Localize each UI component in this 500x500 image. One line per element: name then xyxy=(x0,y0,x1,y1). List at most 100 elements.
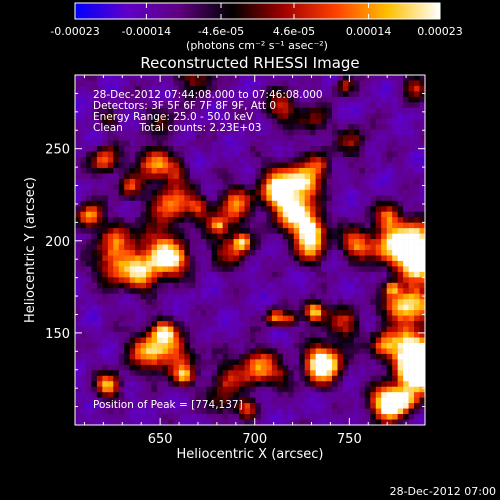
heatmap-pixel xyxy=(124,397,130,404)
heatmap-pixel xyxy=(173,403,180,409)
heatmap-pixel xyxy=(173,200,180,207)
heatmap-pixel xyxy=(397,96,404,103)
heatmap-pixel xyxy=(364,408,371,415)
heatmap-pixel xyxy=(332,102,338,109)
heatmap-pixel xyxy=(271,299,278,305)
heatmap-pixel xyxy=(403,217,409,223)
heatmap-pixel xyxy=(80,140,87,147)
heatmap-pixel xyxy=(282,200,289,207)
heatmap-pixel xyxy=(200,217,207,223)
heatmap-pixel xyxy=(419,419,425,425)
heatmap-pixel xyxy=(293,321,300,327)
heatmap-pixel xyxy=(364,151,371,158)
heatmap-pixel xyxy=(173,271,180,278)
heatmap-pixel xyxy=(200,200,207,207)
heatmap-pixel xyxy=(381,102,388,109)
heatmap-pixel xyxy=(397,244,404,251)
heatmap-pixel xyxy=(266,288,273,295)
heatmap-pixel xyxy=(353,250,360,256)
heatmap-pixel xyxy=(102,173,109,180)
heatmap-pixel xyxy=(195,386,202,393)
heatmap-pixel xyxy=(271,102,278,109)
heatmap-pixel xyxy=(326,200,333,207)
heatmap-pixel xyxy=(250,178,256,185)
heatmap-pixel xyxy=(332,206,338,213)
heatmap-pixel xyxy=(233,381,240,388)
heatmap-pixel xyxy=(151,282,158,289)
heatmap-pixel xyxy=(359,80,366,87)
heatmap-pixel xyxy=(107,288,114,295)
heatmap-pixel xyxy=(326,419,333,425)
heatmap-pixel xyxy=(178,107,185,114)
heatmap-pixel xyxy=(266,91,273,98)
heatmap-pixel xyxy=(217,332,223,338)
heatmap-pixel xyxy=(233,189,240,196)
heatmap-pixel xyxy=(124,386,130,393)
heatmap-pixel xyxy=(151,375,158,382)
heatmap-pixel xyxy=(266,255,273,262)
heatmap-pixel xyxy=(75,189,81,196)
heatmap-pixel xyxy=(326,310,333,316)
heatmap-pixel xyxy=(414,315,420,322)
heatmap-pixel xyxy=(397,375,404,382)
heatmap-pixel xyxy=(173,233,180,240)
heatmap-pixel xyxy=(271,392,278,398)
heatmap-pixel xyxy=(222,80,229,87)
heatmap-pixel xyxy=(135,342,141,349)
heatmap-pixel xyxy=(162,140,169,147)
heatmap-pixel xyxy=(96,222,103,229)
heatmap-pixel xyxy=(250,304,256,311)
heatmap-pixel xyxy=(118,80,125,87)
heatmap-pixel xyxy=(392,348,398,355)
heatmap-pixel xyxy=(85,200,92,207)
heatmap-pixel xyxy=(167,375,174,382)
heatmap-pixel xyxy=(91,375,98,382)
heatmap-pixel xyxy=(419,255,425,262)
heatmap-pixel xyxy=(250,370,256,377)
heatmap-pixel xyxy=(348,85,355,92)
heatmap-pixel xyxy=(326,315,333,322)
heatmap-pixel xyxy=(211,129,218,136)
heatmap-pixel xyxy=(370,107,377,114)
heatmap-pixel xyxy=(107,239,114,245)
heatmap-pixel xyxy=(310,200,316,207)
heatmap-pixel xyxy=(113,91,120,98)
heatmap-pixel xyxy=(222,195,229,202)
heatmap-pixel xyxy=(342,233,349,240)
heatmap-pixel xyxy=(124,414,130,420)
heatmap-pixel xyxy=(293,375,300,382)
heatmap-pixel xyxy=(353,85,360,92)
x-axis-ticks: 650 700 750 xyxy=(83,75,426,447)
heatmap-pixel xyxy=(222,178,229,185)
heatmap-pixel xyxy=(195,310,202,316)
heatmap-pixel xyxy=(206,359,213,366)
heatmap-pixel xyxy=(85,332,92,338)
heatmap-pixel xyxy=(255,217,262,223)
heatmap-pixel xyxy=(80,135,87,141)
heatmap-pixel xyxy=(321,342,327,349)
heatmap-pixel xyxy=(293,135,300,141)
heatmap-pixel xyxy=(195,348,202,355)
heatmap-pixel xyxy=(403,211,409,218)
heatmap-pixel xyxy=(228,304,234,311)
heatmap-pixel xyxy=(304,315,311,322)
heatmap-pixel xyxy=(184,250,191,256)
heatmap-pixel xyxy=(353,244,360,251)
heatmap-pixel xyxy=(342,282,349,289)
heatmap-pixel xyxy=(375,375,382,382)
heatmap-pixel xyxy=(107,282,114,289)
heatmap-pixel xyxy=(282,107,289,114)
heatmap-pixel xyxy=(386,403,393,409)
heatmap-pixel xyxy=(151,157,158,163)
heatmap-pixel xyxy=(113,299,120,305)
heatmap-pixel xyxy=(255,151,262,158)
heatmap-pixel xyxy=(386,233,393,240)
heatmap-pixel xyxy=(250,233,256,240)
heatmap-pixel xyxy=(195,342,202,349)
heatmap-pixel xyxy=(129,80,136,87)
heatmap-pixel xyxy=(239,244,245,251)
heatmap-pixel xyxy=(250,135,256,141)
heatmap-pixel xyxy=(419,304,425,311)
heatmap-pixel xyxy=(288,91,295,98)
heatmap-pixel xyxy=(146,364,152,371)
